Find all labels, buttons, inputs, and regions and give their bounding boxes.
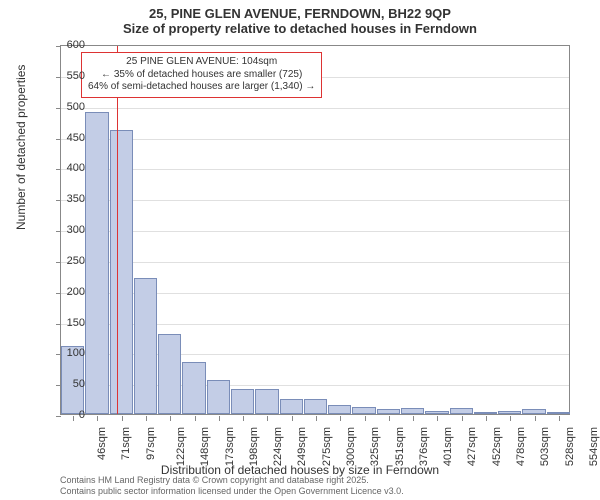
histogram-bar — [377, 409, 400, 414]
y-tick-label: 300 — [55, 224, 85, 236]
gridline — [61, 139, 569, 140]
y-axis-label: Number of detached properties — [14, 65, 28, 230]
histogram-bar — [85, 112, 108, 414]
x-tick-label: 148sqm — [199, 427, 211, 466]
property-marker-line — [117, 46, 118, 414]
histogram-bar — [231, 389, 254, 414]
gridline — [61, 231, 569, 232]
plot-area: 25 PINE GLEN AVENUE: 104sqm← 35% of deta… — [60, 45, 570, 415]
x-tick-label: 376sqm — [418, 427, 430, 466]
x-tick-mark — [437, 416, 438, 421]
y-tick-label: 100 — [55, 347, 85, 359]
x-tick-mark — [292, 416, 293, 421]
x-tick-label: 401sqm — [442, 427, 454, 466]
histogram-bar — [425, 411, 448, 414]
y-tick-label: 400 — [55, 162, 85, 174]
x-tick-label: 427sqm — [467, 427, 479, 466]
x-tick-label: 97sqm — [145, 427, 157, 460]
y-tick-label: 0 — [55, 409, 85, 421]
x-tick-label: 503sqm — [539, 427, 551, 466]
x-tick-mark — [267, 416, 268, 421]
x-tick-label: 198sqm — [248, 427, 260, 466]
y-tick-label: 50 — [55, 378, 85, 390]
x-tick-label: 275sqm — [321, 427, 333, 466]
histogram-bar — [352, 407, 375, 414]
x-tick-label: 71sqm — [120, 427, 132, 460]
x-axis-label: Distribution of detached houses by size … — [0, 463, 600, 477]
histogram-bar — [450, 408, 473, 414]
x-tick-mark — [340, 416, 341, 421]
histogram-bar — [498, 411, 521, 414]
chart-title-area: 25, PINE GLEN AVENUE, FERNDOWN, BH22 9QP… — [0, 0, 600, 36]
title-line1: 25, PINE GLEN AVENUE, FERNDOWN, BH22 9QP — [0, 6, 600, 21]
gridline — [61, 169, 569, 170]
annotation-line2: ← 35% of detached houses are smaller (72… — [88, 69, 315, 82]
annotation-box: 25 PINE GLEN AVENUE: 104sqm← 35% of deta… — [81, 52, 322, 98]
x-tick-mark — [170, 416, 171, 421]
x-tick-mark — [195, 416, 196, 421]
x-tick-label: 173sqm — [224, 427, 236, 466]
x-tick-label: 478sqm — [515, 427, 527, 466]
histogram-bar — [182, 362, 205, 414]
x-tick-mark — [535, 416, 536, 421]
histogram-bar — [158, 334, 181, 414]
title-line2: Size of property relative to detached ho… — [0, 21, 600, 36]
annotation-line3: 64% of semi-detached houses are larger (… — [88, 81, 315, 94]
histogram-bar — [304, 399, 327, 414]
y-tick-label: 500 — [55, 101, 85, 113]
x-tick-mark — [219, 416, 220, 421]
x-tick-mark — [486, 416, 487, 421]
histogram-bar — [522, 409, 545, 414]
x-tick-mark — [122, 416, 123, 421]
x-tick-mark — [316, 416, 317, 421]
x-tick-mark — [97, 416, 98, 421]
x-tick-label: 528sqm — [564, 427, 576, 466]
histogram-bar — [328, 405, 351, 414]
y-tick-label: 600 — [55, 39, 85, 51]
x-tick-mark — [146, 416, 147, 421]
histogram-bar — [255, 389, 278, 414]
footer-line2: Contains public sector information licen… — [60, 486, 404, 496]
y-tick-label: 350 — [55, 193, 85, 205]
x-tick-label: 46sqm — [96, 427, 108, 460]
x-tick-mark — [389, 416, 390, 421]
y-tick-label: 150 — [55, 317, 85, 329]
x-tick-label: 325sqm — [369, 427, 381, 466]
y-tick-label: 450 — [55, 132, 85, 144]
x-tick-mark — [413, 416, 414, 421]
chart-container: 25 PINE GLEN AVENUE: 104sqm← 35% of deta… — [60, 45, 570, 415]
x-tick-mark — [510, 416, 511, 421]
histogram-bar — [401, 408, 424, 414]
x-tick-label: 249sqm — [297, 427, 309, 466]
gridline — [61, 108, 569, 109]
x-tick-label: 224sqm — [272, 427, 284, 466]
x-tick-label: 452sqm — [491, 427, 503, 466]
x-tick-label: 122sqm — [175, 427, 187, 466]
x-tick-mark — [462, 416, 463, 421]
annotation-line1: 25 PINE GLEN AVENUE: 104sqm — [88, 56, 315, 69]
histogram-bar — [207, 380, 230, 414]
histogram-bar — [134, 278, 157, 414]
histogram-bar — [547, 412, 570, 414]
x-tick-label: 554sqm — [588, 427, 600, 466]
x-tick-label: 351sqm — [394, 427, 406, 466]
x-tick-label: 300sqm — [345, 427, 357, 466]
histogram-bar — [280, 399, 303, 414]
x-tick-mark — [365, 416, 366, 421]
y-tick-label: 200 — [55, 286, 85, 298]
histogram-bar — [110, 130, 133, 414]
gridline — [61, 200, 569, 201]
y-tick-label: 250 — [55, 255, 85, 267]
x-tick-mark — [243, 416, 244, 421]
x-tick-mark — [559, 416, 560, 421]
y-tick-label: 550 — [55, 70, 85, 82]
histogram-bar — [474, 412, 497, 414]
gridline — [61, 262, 569, 263]
